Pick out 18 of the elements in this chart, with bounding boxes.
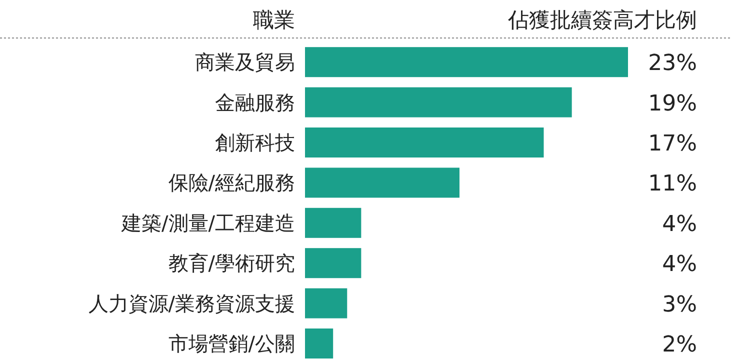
- y-tick-label: 建築/測量/工程建造: [120, 210, 295, 235]
- y-tick-label: 創新科技: [215, 130, 295, 154]
- value-label: 23%: [648, 51, 697, 76]
- value-label: 19%: [648, 91, 697, 116]
- value-label: 4%: [662, 212, 697, 237]
- value-label: 2%: [662, 332, 697, 358]
- y-tick-label: 金融服務: [215, 90, 295, 114]
- value-label: 4%: [662, 252, 697, 278]
- xlabel: 佔獲批續簽高才比例: [508, 8, 697, 32]
- value-label: 11%: [648, 172, 697, 197]
- y-tick-label: 市場營銷/公關: [168, 332, 295, 356]
- y-tick-label: 商業及貿易: [195, 50, 295, 74]
- y-tick-label: 教育/學術研究: [168, 251, 295, 276]
- value-label: 3%: [662, 292, 697, 318]
- value-label: 17%: [648, 132, 697, 156]
- y-tick-label: 保險/經紀服務: [168, 170, 295, 195]
- y-tick-label: 人力資源/業務資源支援: [88, 291, 295, 316]
- ylabel: 職業: [253, 8, 295, 32]
